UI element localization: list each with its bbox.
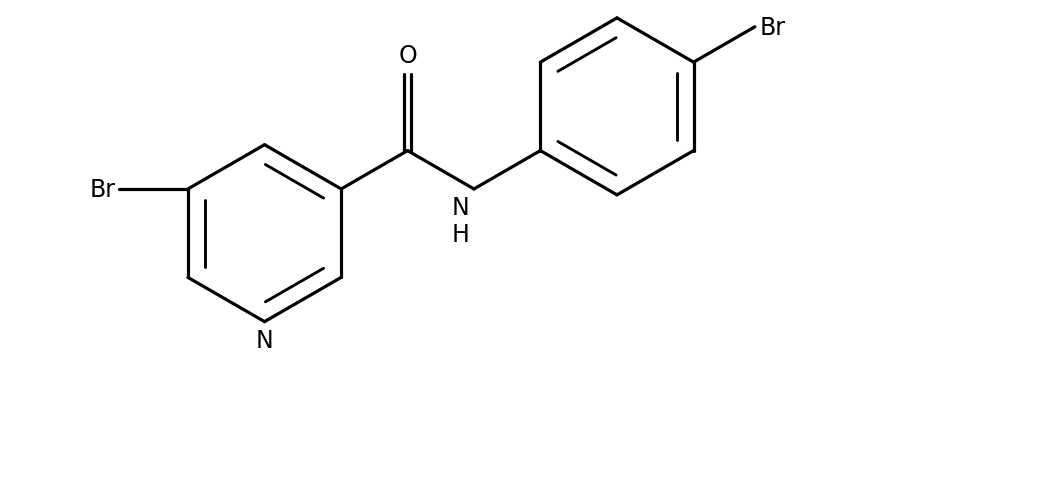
Text: Br: Br: [760, 16, 786, 40]
Text: N: N: [256, 328, 273, 352]
Text: N: N: [451, 195, 469, 220]
Text: Br: Br: [90, 178, 115, 202]
Text: O: O: [398, 44, 417, 68]
Text: H: H: [451, 223, 469, 247]
